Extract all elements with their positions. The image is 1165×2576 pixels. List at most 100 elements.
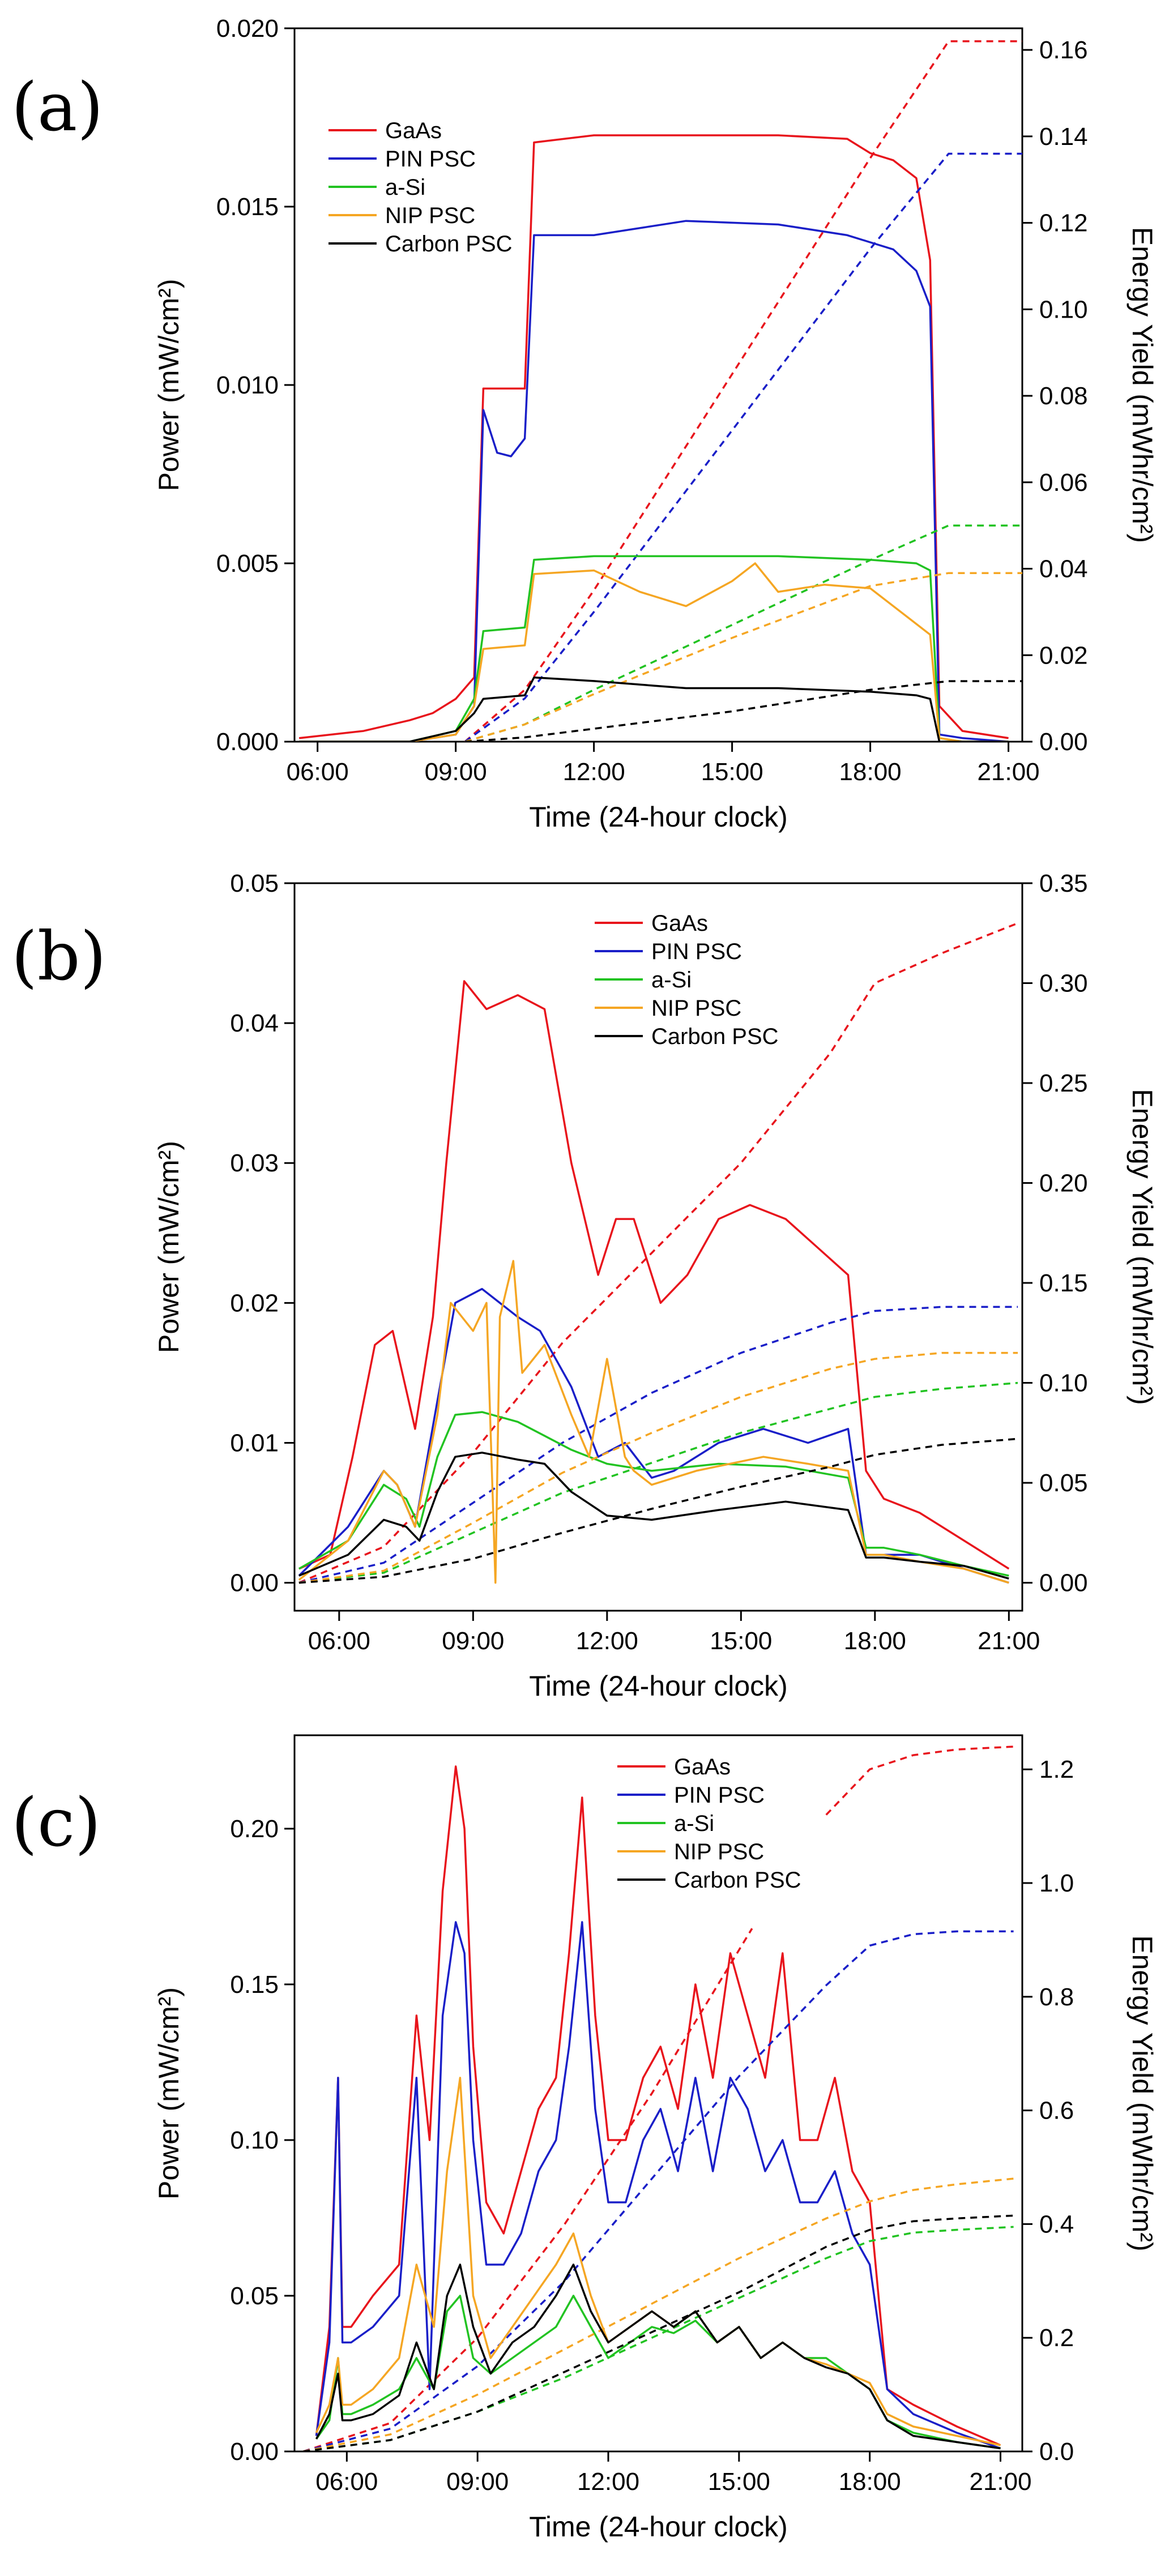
y2-tick-label: 0.30 xyxy=(1039,970,1088,998)
series-group xyxy=(298,922,1018,1584)
y-tick-label: 0.020 xyxy=(216,15,279,42)
legend-label-nip-psc: NIP PSC xyxy=(385,203,475,228)
legend: GaAs PIN PSC a-Si NIP PSC Carbon PSC xyxy=(328,118,513,256)
y2-tick-label: 0.8 xyxy=(1039,1983,1074,2011)
x-axis-label: Time (24-hour clock) xyxy=(529,801,788,833)
y2-tick-label: 0.05 xyxy=(1039,1469,1088,1497)
y2-tick-label: 0.04 xyxy=(1039,555,1088,583)
y-tick-label: 0.20 xyxy=(230,1815,279,1843)
power-line-a-si xyxy=(298,1411,1009,1577)
x-tick-label: 09:00 xyxy=(442,1627,504,1655)
x-tick-label: 06:00 xyxy=(315,2468,378,2496)
legend-label-a-si: a-Si xyxy=(651,968,692,992)
y-tick-label: 0.000 xyxy=(216,728,279,756)
x-tick-label: 09:00 xyxy=(446,2468,509,2496)
y2-tick-label: 0.10 xyxy=(1039,296,1088,323)
energy-line-pin-psc xyxy=(464,152,1022,742)
y-tick-label: 0.05 xyxy=(230,870,279,897)
y2-tick-label: 1.2 xyxy=(1039,1756,1074,1783)
power-line-gaas xyxy=(298,134,1009,739)
energy-line-gaas xyxy=(302,1928,753,2451)
power-line-pin-psc xyxy=(315,1921,1001,2450)
legend-label-gaas: GaAs xyxy=(674,1755,731,1779)
energy-line-gaas xyxy=(464,40,1022,742)
energy-line-carbon-psc xyxy=(464,680,1022,742)
y-axis-label: Power (mW/cm²) xyxy=(153,1987,185,2200)
power-line-carbon-psc xyxy=(299,676,1009,742)
energy-line-nip-psc xyxy=(303,2177,1014,2451)
y2-tick-label: 0.10 xyxy=(1039,1370,1088,1397)
y2-axis-label: Energy Yield (mWhr/cm²) xyxy=(1126,1089,1158,1405)
x-tick-label: 12:00 xyxy=(576,1627,638,1655)
y2-tick-label: 1.0 xyxy=(1039,1869,1074,1897)
y2-axis-label: Energy Yield (mWhr/cm²) xyxy=(1126,1935,1158,2251)
y-tick-label: 0.00 xyxy=(230,1569,279,1597)
legend-label-pin-psc: PIN PSC xyxy=(385,147,476,172)
legend-label-carbon-psc: Carbon PSC xyxy=(651,1024,779,1049)
energy-line-gaas-upper xyxy=(825,1745,1014,1816)
y-tick-label: 0.10 xyxy=(230,2126,279,2154)
legend-label-nip-psc: NIP PSC xyxy=(651,996,741,1021)
y2-tick-label: 0.02 xyxy=(1039,641,1088,669)
legend: GaAs PIN PSC a-Si NIP PSC Carbon PSC xyxy=(595,911,779,1049)
x-tick-label: 15:00 xyxy=(708,2468,770,2496)
y2-axis-label: Energy Yield (mWhr/cm²) xyxy=(1126,227,1158,543)
legend-label-carbon-psc: Carbon PSC xyxy=(674,1868,801,1893)
plot-frame xyxy=(293,882,1023,1612)
legend-label-gaas: GaAs xyxy=(385,118,442,143)
y-tick-label: 0.03 xyxy=(230,1149,279,1177)
y2-tick-label: 0.6 xyxy=(1039,2097,1074,2125)
legend: GaAs PIN PSC a-Si NIP PSC Carbon PSC xyxy=(617,1755,801,1893)
power-line-a-si xyxy=(299,555,1009,742)
x-tick-label: 21:00 xyxy=(978,758,1040,786)
panel-b: (b) 06:00 09:00 12:00 15:00 18:00 21:00 0.00 0.0… xyxy=(11,870,1158,1702)
y-tick-label: 0.00 xyxy=(230,2438,279,2466)
y2-tick-label: 0.4 xyxy=(1039,2210,1074,2238)
y-tick-label: 0.010 xyxy=(216,371,279,399)
y2-tick-label: 0.0 xyxy=(1039,2438,1074,2466)
legend-label-pin-psc: PIN PSC xyxy=(651,939,742,964)
x-tick-label: 15:00 xyxy=(710,1627,772,1655)
energy-line-carbon-psc xyxy=(303,2214,1014,2451)
y2-tick-label: 0.15 xyxy=(1039,1269,1088,1297)
energy-line-pin-psc xyxy=(302,1930,1014,2451)
y2-tick-label: 0.25 xyxy=(1039,1069,1088,1097)
power-line-nip-psc xyxy=(315,2077,1001,2446)
y2-tick-label: 0.20 xyxy=(1039,1170,1088,1197)
y-tick-label: 0.01 xyxy=(230,1429,279,1457)
y2-tick-label: 0.12 xyxy=(1039,209,1088,237)
y2-tick-label: 0.00 xyxy=(1039,728,1088,756)
legend-label-gaas: GaAs xyxy=(651,911,708,936)
y-tick-label: 0.015 xyxy=(216,193,279,221)
y-tick-label: 0.02 xyxy=(230,1289,279,1317)
y2-tick-label: 0.16 xyxy=(1039,36,1088,64)
legend-label-nip-psc: NIP PSC xyxy=(674,1839,764,1864)
power-line-carbon-psc xyxy=(298,1452,1009,1580)
power-line-pin-psc xyxy=(298,1287,1009,1584)
y-tick-label: 0.04 xyxy=(230,1009,279,1037)
energy-line-gaas xyxy=(298,922,1018,1584)
energy-line-nip-psc xyxy=(464,572,1022,742)
legend-label-a-si: a-Si xyxy=(674,1811,714,1836)
panel-label: (a) xyxy=(11,68,103,146)
legend-label-a-si: a-Si xyxy=(385,175,425,200)
y-axis-label: Power (mW/cm²) xyxy=(153,279,185,491)
panel-a: (a) 06:00 09:00 12:00 15:00 18:00 21:00 0.000 0.… xyxy=(11,15,1158,833)
panel-label: (b) xyxy=(11,917,106,995)
power-line-gaas xyxy=(298,980,1010,1570)
series-group xyxy=(302,1745,1014,2451)
x-axis-label: Time (24-hour clock) xyxy=(529,1670,788,1702)
power-line-a-si xyxy=(315,2295,1001,2450)
y-axis-label: Power (mW/cm²) xyxy=(153,1141,185,1353)
energy-line-nip-psc xyxy=(298,1351,1018,1584)
y-tick-label: 0.05 xyxy=(230,2282,279,2310)
x-axis-label: Time (24-hour clock) xyxy=(529,2511,788,2543)
x-tick-label: 06:00 xyxy=(308,1627,370,1655)
y2-tick-label: 0.08 xyxy=(1039,382,1088,410)
power-line-nip-psc xyxy=(299,562,1009,742)
energy-line-carbon-psc xyxy=(298,1437,1018,1584)
x-tick-label: 12:00 xyxy=(577,2468,639,2496)
x-tick-label: 09:00 xyxy=(425,758,487,786)
y2-tick-label: 0.00 xyxy=(1039,1569,1088,1597)
y2-tick-label: 0.35 xyxy=(1039,870,1088,897)
